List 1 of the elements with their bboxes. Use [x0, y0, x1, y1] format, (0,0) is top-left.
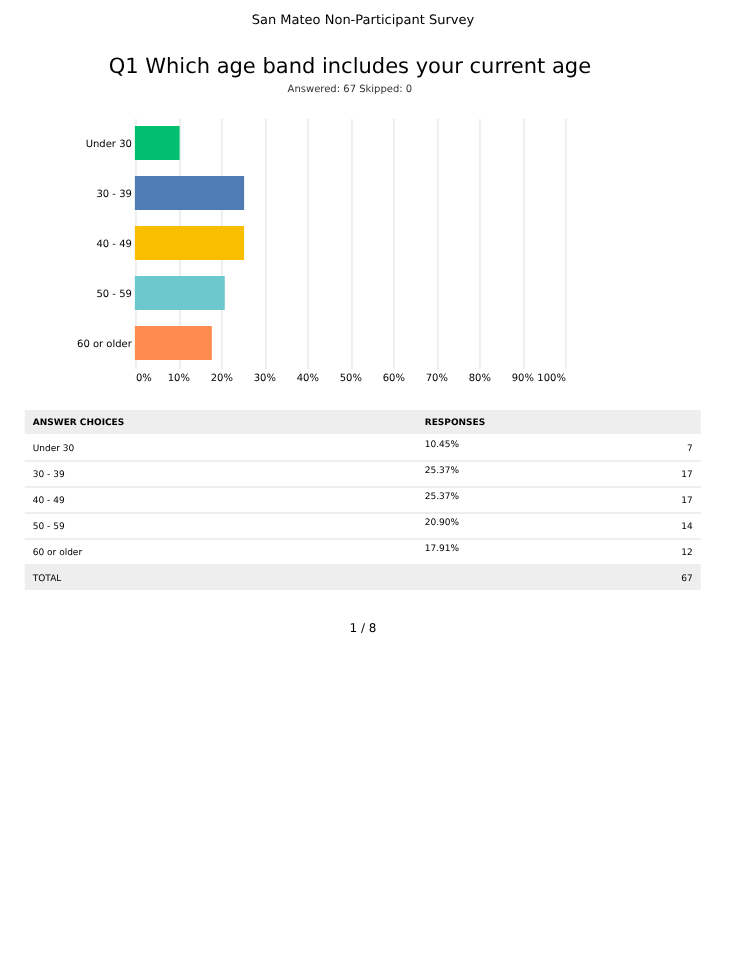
chart-title: Q1 Which age band includes your current age [108, 55, 592, 79]
